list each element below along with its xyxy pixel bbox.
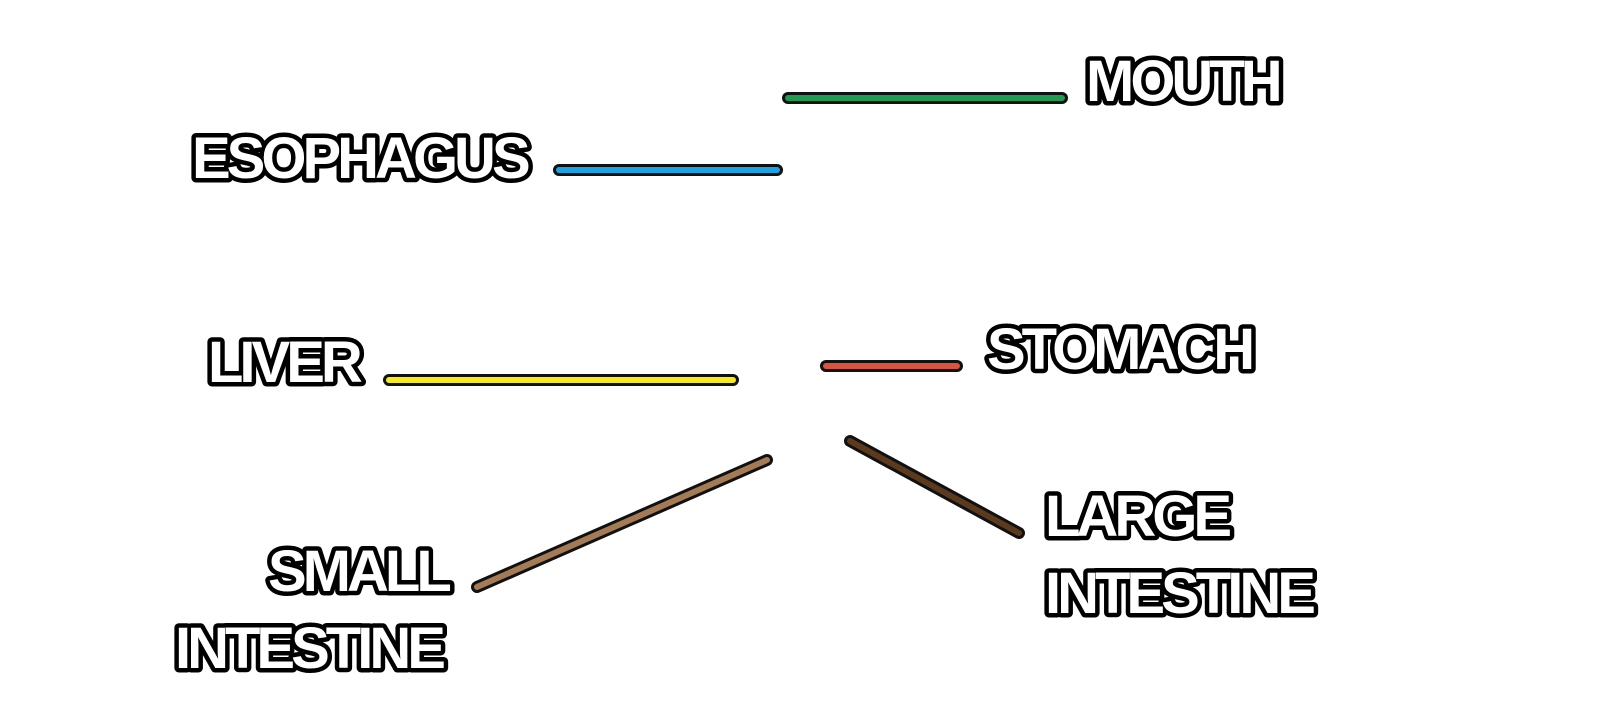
large-intestine-label-line2: INTESTINE	[1045, 561, 1314, 626]
large-intestine-label-line1: LARGE	[1045, 484, 1230, 549]
stomach-label: STOMACH	[987, 317, 1251, 382]
small-intestine-label-line1: SMALL	[268, 539, 450, 604]
mouth-label: MOUTH	[1086, 49, 1279, 114]
small-intestine-label-line2: INTESTINE	[175, 616, 444, 681]
liver-label: LIVER	[208, 330, 362, 395]
small-intestine-leader-line	[471, 454, 773, 593]
esophagus-label: ESOPHAGUS	[192, 126, 529, 191]
large-intestine-leader-line	[844, 435, 1025, 539]
